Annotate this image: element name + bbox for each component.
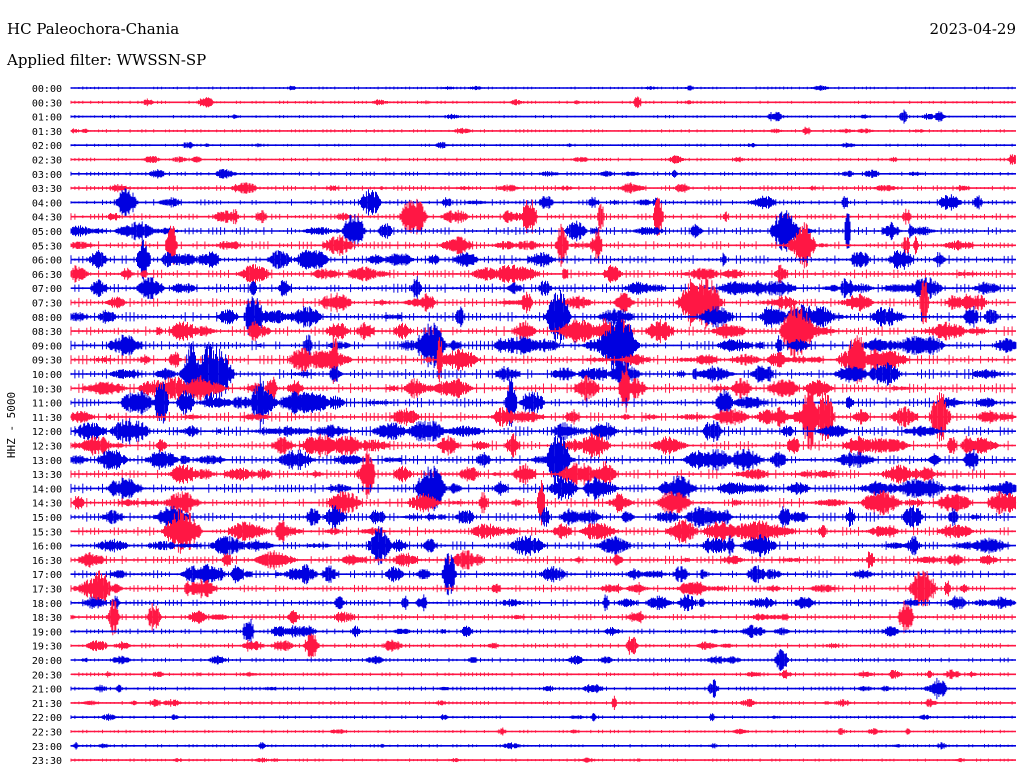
trace-1300 — [70, 432, 1013, 487]
trace-1600 — [70, 526, 1013, 566]
row-label-1200: 12:00 — [32, 427, 62, 438]
trace-0630 — [70, 264, 1013, 284]
row-label-0330: 03:30 — [32, 184, 62, 195]
row-label-2030: 20:30 — [32, 670, 62, 681]
row-label-0200: 02:00 — [32, 141, 62, 152]
row-label-1600: 16:00 — [32, 542, 62, 553]
trace-1630 — [70, 550, 1013, 570]
trace-2130 — [70, 695, 1013, 710]
row-label-1900: 19:00 — [32, 627, 62, 638]
row-label-0100: 01:00 — [32, 113, 62, 124]
trace-0700 — [70, 276, 1013, 301]
row-label-1430: 14:30 — [32, 499, 62, 510]
trace-1000 — [70, 342, 1013, 406]
station-title: HC Paleochora-Chania — [7, 20, 180, 38]
trace-1130 — [70, 383, 1017, 451]
y-axis-label: HHZ - 5000 — [5, 392, 18, 458]
row-label-0230: 02:30 — [32, 156, 62, 167]
row-label-0530: 05:30 — [32, 241, 62, 252]
row-label-1230: 12:30 — [32, 442, 62, 453]
row-label-1130: 11:30 — [32, 413, 62, 424]
row-label-0930: 09:30 — [32, 356, 62, 367]
row-label-0900: 09:00 — [32, 341, 62, 352]
row-label-2100: 21:00 — [32, 685, 62, 696]
trace-0600 — [70, 239, 1013, 280]
row-label-2130: 21:30 — [32, 699, 62, 710]
filter-label: Applied filter: WWSSN-SP — [7, 51, 207, 69]
row-label-1700: 17:00 — [32, 570, 62, 581]
row-label-1330: 13:30 — [32, 470, 62, 481]
row-label-1800: 18:00 — [32, 599, 62, 610]
row-label-2200: 22:00 — [32, 713, 62, 724]
row-label-2230: 22:30 — [32, 728, 62, 739]
row-label-0130: 01:30 — [32, 127, 62, 138]
row-label-0030: 00:30 — [32, 98, 62, 109]
row-label-0730: 07:30 — [32, 299, 62, 310]
trace-0530 — [70, 222, 1013, 269]
row-label-0500: 05:00 — [32, 227, 62, 238]
row-label-2330: 23:30 — [32, 756, 62, 767]
row-label-0700: 07:00 — [32, 284, 62, 295]
trace-0300 — [70, 169, 1013, 179]
row-label-1930: 19:30 — [32, 642, 62, 653]
row-label-0600: 06:00 — [32, 256, 62, 267]
row-labels: 00:00 00:30 01:00 01:30 02:00 02:30 03:00 03:30… — [32, 84, 62, 767]
date-label: 2023-04-29 — [929, 20, 1016, 38]
row-label-1300: 13:00 — [32, 456, 62, 467]
row-label-1500: 15:00 — [32, 513, 62, 524]
row-label-1030: 10:30 — [32, 384, 62, 395]
row-label-1530: 15:30 — [32, 527, 62, 538]
row-label-2000: 20:00 — [32, 656, 62, 667]
trace-1230 — [70, 432, 1013, 459]
row-label-1630: 16:30 — [32, 556, 62, 567]
row-label-0400: 04:00 — [32, 198, 62, 209]
trace-1400 — [70, 465, 1017, 512]
traces — [70, 85, 1017, 763]
trace-1530 — [70, 508, 1013, 554]
row-label-1100: 11:00 — [32, 399, 62, 410]
trace-2330 — [70, 757, 1013, 763]
trace-1330 — [70, 449, 1013, 499]
trace-0000 — [70, 85, 1013, 91]
row-label-0430: 04:30 — [32, 213, 62, 224]
row-label-0800: 08:00 — [32, 313, 62, 324]
trace-1700 — [70, 553, 1013, 596]
row-label-2300: 23:00 — [32, 742, 62, 753]
row-label-1400: 14:00 — [32, 484, 62, 495]
row-label-0300: 03:00 — [32, 170, 62, 181]
row-label-1000: 10:00 — [32, 370, 62, 381]
row-label-0830: 08:30 — [32, 327, 62, 338]
row-label-1830: 18:30 — [32, 613, 62, 624]
trace-0400 — [70, 188, 1013, 217]
trace-1830 — [70, 598, 1013, 636]
trace-1800 — [70, 594, 1017, 612]
row-label-1730: 17:30 — [32, 585, 62, 596]
trace-1930 — [70, 633, 1013, 658]
row-label-0000: 00:00 — [32, 84, 62, 95]
row-label-0630: 06:30 — [32, 270, 62, 281]
